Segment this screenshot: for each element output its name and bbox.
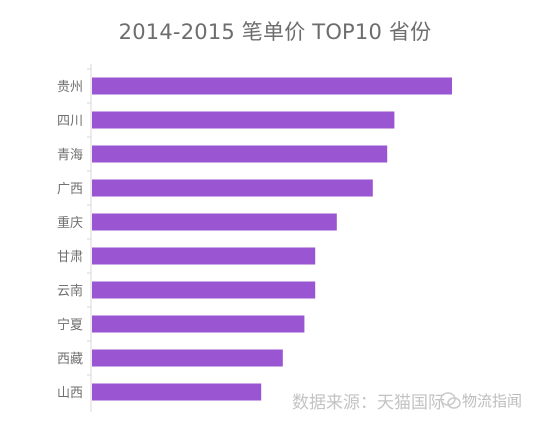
category-label: 云南 <box>57 283 83 299</box>
category-label: 广西 <box>57 182 83 197</box>
bar-5 <box>92 247 316 265</box>
bar-6 <box>92 281 316 299</box>
bar-9 <box>92 383 262 401</box>
y-axis <box>87 64 92 412</box>
category-label: 西藏 <box>57 352 83 367</box>
category-label: 宁夏 <box>57 317 83 333</box>
bar-1 <box>92 111 395 129</box>
bar-4 <box>92 213 337 231</box>
bar-3 <box>92 179 373 197</box>
bar-7 <box>92 315 305 333</box>
bar-8 <box>92 349 283 367</box>
bars <box>92 77 452 401</box>
data-source-note: 数据来源：天猫国际 <box>292 393 445 413</box>
category-label: 甘肃 <box>57 250 83 265</box>
category-label: 四川 <box>57 114 83 129</box>
category-label: 重庆 <box>57 215 83 231</box>
bar-0 <box>92 77 452 95</box>
category-label: 贵州 <box>57 80 83 95</box>
chart-title: 2014-2015 笔单价 TOP10 省份 <box>118 20 432 44</box>
category-label: 山西 <box>57 386 83 401</box>
bar-2 <box>92 145 388 163</box>
category-label: 青海 <box>57 148 83 163</box>
